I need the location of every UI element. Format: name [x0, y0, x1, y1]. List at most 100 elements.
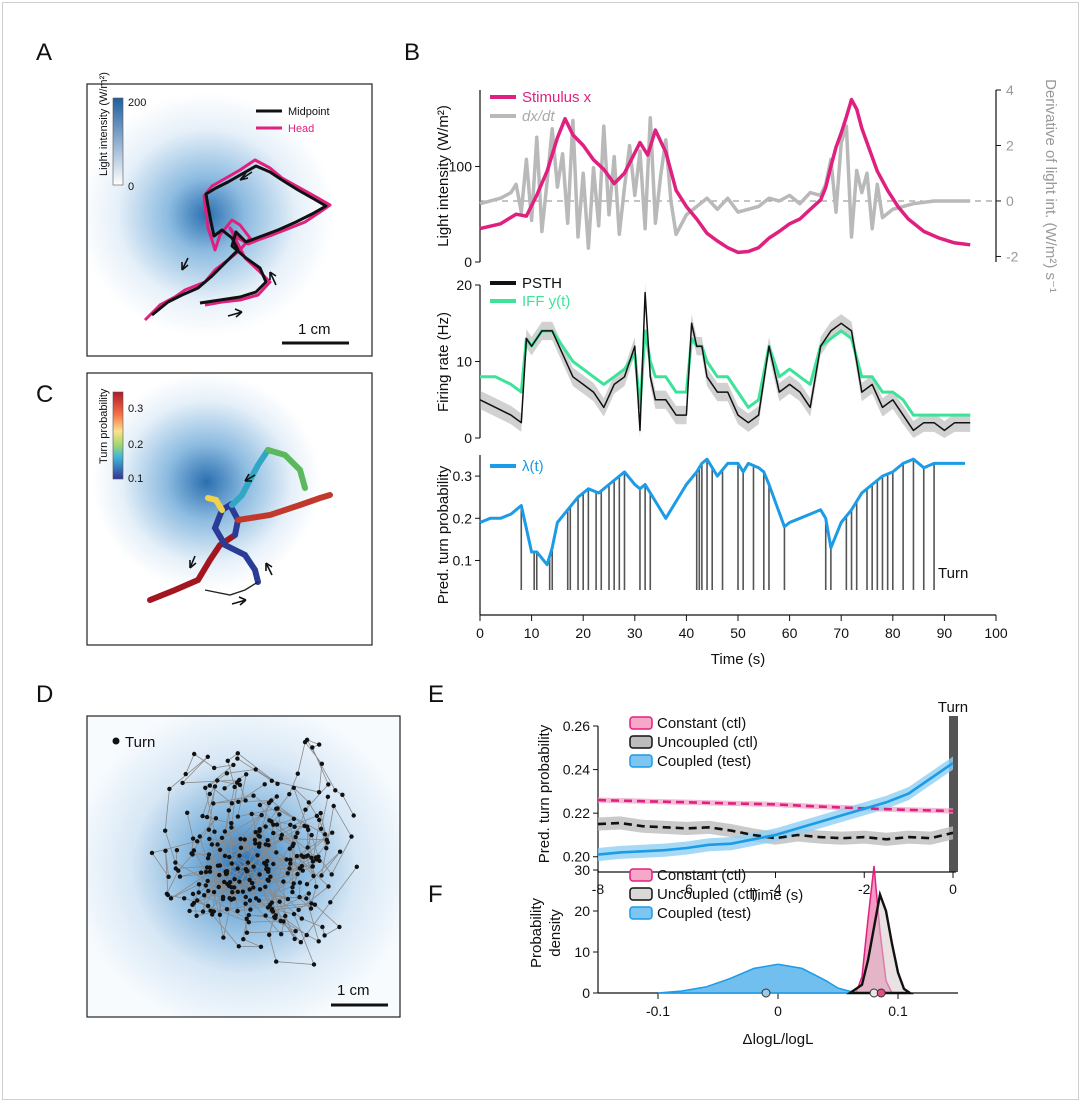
turn-dot — [257, 872, 262, 877]
turn-dot — [204, 865, 210, 870]
turn-dot — [185, 810, 190, 815]
arrow-icon — [181, 257, 189, 271]
turn-dot — [274, 822, 280, 827]
x-tick-label: 30 — [627, 625, 643, 641]
series-line — [597, 798, 954, 813]
track — [206, 782, 255, 901]
turn-dot — [235, 814, 241, 819]
colorbar-c-label: Turn probability — [98, 388, 110, 464]
turn-dot — [187, 908, 192, 914]
turn-dot — [306, 800, 311, 805]
turn-dot — [297, 880, 303, 885]
turn-dot — [237, 879, 242, 884]
colorbar-c-tick-02: 0.2 — [128, 439, 143, 451]
colorbar-c — [112, 391, 124, 480]
turn-dot — [222, 853, 228, 859]
x-tick-label: -4 — [769, 881, 782, 897]
turn-dot — [149, 850, 155, 856]
turn-dot — [299, 863, 305, 869]
y-tick-label: 0.2 — [453, 510, 473, 526]
legend-d-turn-dot — [112, 737, 120, 745]
turn-dot — [308, 906, 314, 911]
turn-dot — [271, 830, 276, 836]
legend-swatch — [629, 754, 653, 768]
turn-dot — [207, 783, 212, 788]
panel-label-a: A — [36, 39, 52, 66]
turn-dot — [235, 780, 240, 785]
turn-dot — [281, 919, 286, 924]
turn-dot — [243, 894, 248, 900]
turn-dot — [226, 808, 231, 813]
track — [269, 866, 358, 943]
turn-dot — [163, 828, 168, 833]
turn-dot — [196, 890, 201, 895]
turn-dot — [274, 959, 279, 964]
turn-dot — [241, 937, 246, 942]
panel-label-d: D — [36, 681, 53, 708]
track-bundle — [151, 739, 358, 965]
turn-dot — [217, 872, 222, 878]
turn-dot — [279, 832, 284, 838]
scalebar-a-label: 1 cm — [298, 321, 331, 338]
turn-dot — [283, 913, 288, 919]
y-axis-label-line-2: density — [547, 909, 564, 957]
turn-dot — [292, 936, 297, 942]
turn-dot — [318, 810, 323, 816]
turn-dot — [325, 840, 330, 845]
turn-dot — [305, 824, 310, 829]
y-tick-label: 30 — [574, 862, 590, 878]
turn-dot — [270, 909, 276, 914]
y-axis-label: Pred. turn probability — [536, 724, 553, 863]
error-band — [598, 816, 953, 846]
turn-dot — [206, 852, 212, 857]
turn-dot — [206, 888, 211, 894]
turn-dot — [251, 885, 256, 890]
scalebar-d-label: 1 cm — [337, 982, 370, 999]
y-tick-label: 0.3 — [453, 468, 473, 484]
turn-dot — [222, 829, 228, 834]
turn-dot — [205, 878, 210, 884]
turn-dot — [209, 842, 215, 847]
legend-entry: Uncoupled (ctl) — [657, 886, 758, 903]
turn-dot — [205, 754, 210, 759]
turn-dot — [194, 913, 199, 918]
turn-dot — [190, 891, 196, 897]
track — [175, 850, 262, 948]
turn-dot — [288, 861, 293, 866]
y2-tick-label: 0 — [1006, 193, 1014, 209]
y-tick-label: 0.20 — [563, 849, 590, 865]
turn-dot — [215, 778, 220, 783]
turn-dot — [165, 892, 171, 898]
colorbar-a-max: 200 — [128, 97, 146, 109]
track — [271, 815, 318, 903]
turn-prob-trajectory-thin — [204, 581, 259, 596]
turn-dot — [319, 761, 325, 766]
track — [166, 853, 289, 901]
turn-dot — [298, 940, 303, 945]
turn-dot — [215, 842, 220, 847]
turn-dot — [205, 903, 211, 909]
turn-dot — [351, 813, 356, 818]
turn-dot — [290, 889, 295, 895]
series-iff — [480, 329, 971, 417]
turn-dot — [207, 869, 213, 874]
turn-dot — [271, 822, 276, 827]
turn-dot — [257, 834, 262, 839]
y2-tick-label: 2 — [1006, 137, 1014, 153]
turn-dot — [231, 762, 236, 768]
turn-dot — [211, 889, 217, 895]
turn-dot — [263, 884, 268, 889]
colorbar-a-label: Light intensity (W/m²) — [98, 72, 110, 176]
turn-dot — [221, 935, 226, 940]
y-tick-label: 0.1 — [453, 552, 473, 568]
turn-dot — [217, 847, 223, 852]
psth-error-band — [480, 283, 971, 438]
turn-prob-trajectory — [205, 495, 225, 513]
chart-f-probability-density: 0 10 20 30 -0.1 0 0.1 Probability density ΔlogL/l… — [528, 862, 958, 1048]
turn-dot — [262, 782, 267, 787]
turn-dot — [306, 891, 311, 896]
turn-dot — [295, 771, 300, 776]
x-tick-label: 70 — [833, 625, 849, 641]
legend-iff: IFF y(t) — [522, 293, 570, 310]
turn-dot — [305, 845, 310, 850]
